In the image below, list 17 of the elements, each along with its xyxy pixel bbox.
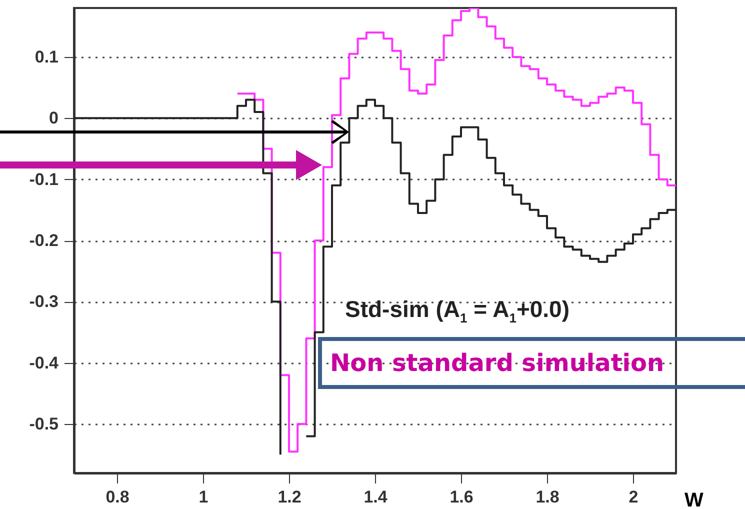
x-tick-label: 2	[628, 488, 638, 506]
x-tick-label: 1.6	[450, 488, 474, 506]
y-tick-label: 0	[49, 108, 58, 128]
x-tick-label: 1.4	[364, 488, 388, 506]
y-tick-label: -0.5	[29, 414, 58, 434]
x-tick-label: 1.2	[278, 488, 302, 506]
series-label: Non standard simulation	[330, 348, 664, 379]
x-tick-label: 1	[198, 488, 208, 506]
x-axis-title: W	[684, 490, 704, 509]
y-tick-label: -0.3	[29, 292, 58, 312]
y-tick-label: -0.1	[29, 170, 58, 189]
series-label: Std-sim (A$_{1}$ = A$_{1}$+0.0)	[345, 296, 570, 326]
y-tick-label: -0.2	[29, 231, 58, 250]
x-tick-label: 0.8	[106, 488, 130, 506]
y-tick-label: -0.4	[29, 353, 60, 372]
y-tick-label: 0.1	[34, 47, 58, 66]
x-tick-label: 1.8	[536, 488, 560, 506]
